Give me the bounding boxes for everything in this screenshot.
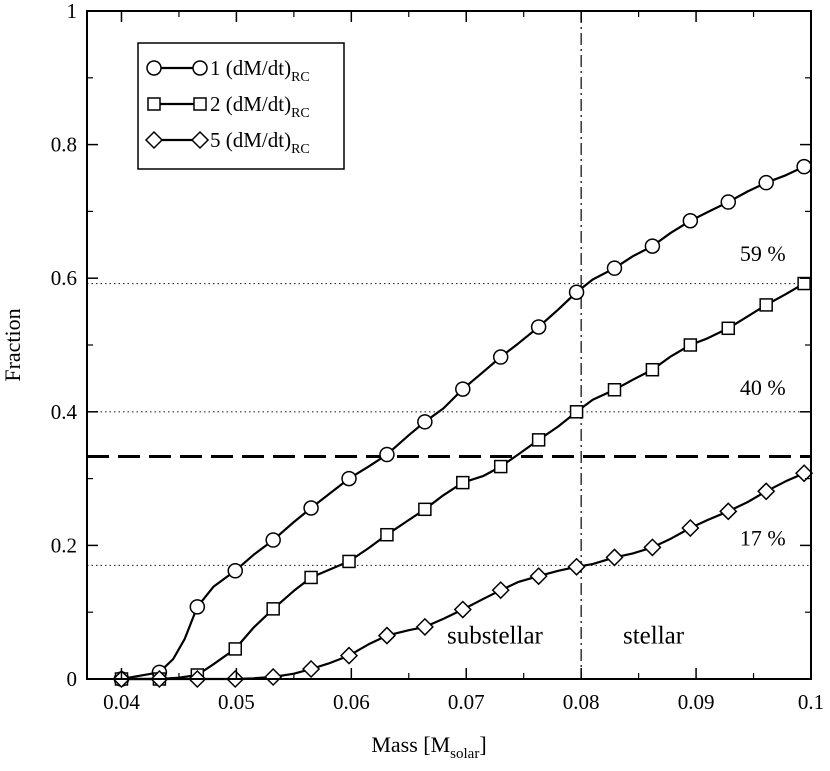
series-3-point <box>339 646 359 665</box>
series-1-point <box>530 319 547 335</box>
series-1-point <box>758 174 774 191</box>
series-1-point <box>341 470 357 487</box>
series-1-point <box>568 284 585 300</box>
x-tick-label: 0.08 <box>563 690 600 714</box>
series-2-point <box>266 602 280 616</box>
y-tick-label: 0.4 <box>51 400 78 424</box>
legend-marker <box>146 60 162 76</box>
x-tick-label: 0.09 <box>678 690 715 714</box>
x-tick-label: 0.06 <box>333 690 370 714</box>
x-tick-label: 0.07 <box>448 690 485 714</box>
legend-marker <box>144 130 164 150</box>
series-1-point <box>379 446 395 463</box>
legend-entry-name: 2 (dM/dt) <box>210 92 291 116</box>
y-axis-label: Fraction <box>0 308 25 381</box>
series-1-point <box>417 414 433 430</box>
series-2-point <box>645 362 660 377</box>
series-3-point <box>415 617 434 636</box>
series-3-point <box>681 518 700 538</box>
series-1-point <box>796 158 812 175</box>
legend-entry-name: 5 (dM/dt) <box>210 128 291 152</box>
percent-annotation: 59 % <box>740 241 786 266</box>
legend-marker <box>190 130 210 150</box>
legend-marker <box>147 97 161 111</box>
series-1-point <box>720 194 737 210</box>
series-2-point <box>683 338 698 352</box>
legend-marker <box>192 60 208 76</box>
percent-annotation: 17 % <box>740 525 786 550</box>
series-2-point <box>304 570 318 585</box>
x-tick-label: 0.04 <box>103 690 140 714</box>
y-tick-label: 0.2 <box>51 533 77 557</box>
series-1-point <box>455 381 471 397</box>
x-tick-label: 0.05 <box>218 690 255 714</box>
series-2-point <box>721 321 736 336</box>
y-tick-label: 1 <box>67 0 78 23</box>
series-2-point <box>569 405 584 419</box>
series-3-point <box>453 600 472 619</box>
series-2-point <box>493 459 508 474</box>
x-axis-label-main: Mass [M <box>371 732 450 757</box>
percent-annotation: 40 % <box>740 375 786 400</box>
series-3-point <box>264 667 283 687</box>
axis-ticks: 0.04 0.05 0.06 0.07 0.08 0.09 0.1 0 0.2 0.4 0.6 0.8… <box>51 0 824 714</box>
series-2-point <box>607 383 622 397</box>
y-tick-label: 0.8 <box>51 133 77 157</box>
series-1-point <box>492 349 509 365</box>
series-2-point <box>797 276 811 291</box>
series-markers <box>112 158 814 689</box>
series-3-line <box>121 472 805 681</box>
series-1-point <box>303 500 319 516</box>
legend: 1 (dM/dt)RC2 (dM/dt)RC5 (dM/dt)RC <box>137 42 345 170</box>
series-2-point <box>531 433 546 447</box>
series-1-point <box>227 563 243 579</box>
series-1-point <box>265 532 281 548</box>
series-3-point <box>643 538 662 557</box>
legend-entry-subscript: RC <box>291 106 310 121</box>
series-3-point <box>719 502 738 521</box>
region-label: stellar <box>623 623 685 650</box>
y-tick-label: 0 <box>67 667 78 691</box>
series-2-point <box>228 642 242 656</box>
series-3-point <box>567 557 586 576</box>
annotations: 59 % 40 % 17 % substellar stellar <box>447 241 786 650</box>
series-3-point <box>302 659 321 679</box>
series-2-point <box>342 554 356 569</box>
legend-entry-2: 2 (dM/dt)RC <box>210 92 310 121</box>
series-3-point <box>529 567 548 586</box>
legend-entry-1: 1 (dM/dt)RC <box>210 56 310 85</box>
series-2-point <box>456 475 470 490</box>
legend-marker <box>193 97 207 111</box>
series-3-point <box>605 548 624 567</box>
x-axis-label-close: ] <box>479 732 486 757</box>
legend-entry-3: 5 (dM/dt)RC <box>210 128 310 157</box>
series-1-point <box>644 238 661 254</box>
series-1-point <box>606 260 623 276</box>
legend-entry-subscript: RC <box>291 142 310 157</box>
series-1-point <box>682 213 699 229</box>
series-2-point <box>380 527 394 542</box>
series-2-point <box>759 298 773 312</box>
x-axis-label-sub: solar <box>450 746 479 762</box>
series-3-point <box>491 581 510 600</box>
series-2-point <box>418 502 432 517</box>
series-3-point <box>757 482 776 501</box>
legend-entry-subscript: RC <box>291 70 310 85</box>
region-label: substellar <box>447 623 543 650</box>
y-tick-label: 0.6 <box>51 266 77 290</box>
x-tick-label: 0.1 <box>798 690 824 714</box>
series-1-point <box>189 599 206 615</box>
series-3-point <box>377 626 397 645</box>
x-axis-label: Mass [Msolar] <box>371 732 486 762</box>
series-3-point <box>795 464 814 483</box>
legend-entry-name: 1 (dM/dt) <box>210 56 291 80</box>
legend-box <box>137 42 345 170</box>
